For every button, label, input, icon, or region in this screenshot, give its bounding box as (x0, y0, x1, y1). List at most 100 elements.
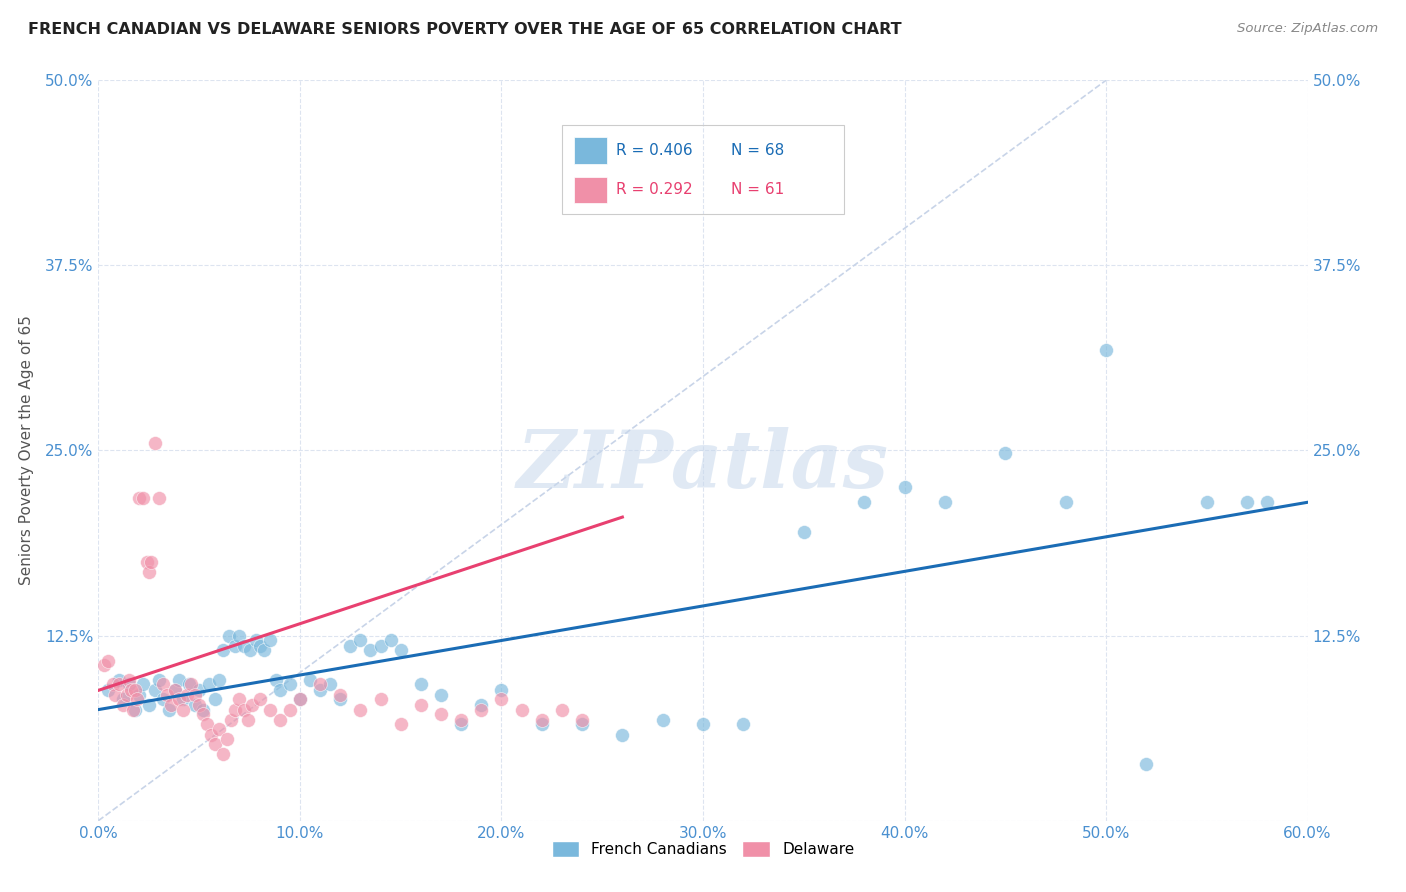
Point (793, 524, 815, 539)
Point (733, 717, 755, 731)
Point (571, 717, 593, 731)
Point (103, 688, 125, 702)
Point (309, 677, 332, 691)
Text: N = 68: N = 68 (731, 143, 785, 158)
Point (167, 673, 190, 687)
Point (167, 692, 190, 706)
Point (339, 639, 361, 653)
Point (692, 717, 714, 731)
Point (329, 688, 352, 702)
Point (370, 639, 392, 653)
Text: R = 0.406: R = 0.406 (616, 143, 692, 158)
Point (264, 673, 287, 687)
Point (551, 703, 574, 717)
Point (278, 703, 301, 717)
Point (278, 677, 301, 691)
Text: R = 0.292: R = 0.292 (616, 182, 692, 197)
Point (430, 706, 453, 721)
Point (125, 692, 148, 706)
Y-axis label: Seniors Poverty Over the Age of 65: Seniors Poverty Over the Age of 65 (18, 316, 34, 585)
Point (156, 688, 179, 702)
Point (198, 677, 221, 691)
Point (450, 717, 472, 731)
Point (259, 632, 281, 647)
Point (245, 632, 267, 647)
Point (249, 639, 271, 653)
Point (450, 713, 472, 727)
Point (349, 632, 371, 647)
Point (157, 703, 180, 717)
FancyBboxPatch shape (574, 177, 607, 203)
Point (409, 698, 432, 713)
Point (470, 703, 492, 717)
Point (118, 677, 141, 691)
Point (409, 677, 432, 691)
Point (994, 446, 1017, 460)
Point (128, 491, 150, 505)
Point (853, 495, 876, 509)
Point (97, 654, 120, 668)
Point (1054, 495, 1077, 509)
Point (118, 673, 141, 687)
Point (193, 703, 215, 717)
Point (121, 703, 143, 717)
Point (530, 717, 553, 731)
Point (135, 555, 157, 569)
Point (232, 639, 254, 653)
Point (299, 673, 322, 687)
Point (349, 703, 371, 717)
Text: FRENCH CANADIAN VS DELAWARE SENIORS POVERTY OVER THE AGE OF 65 CORRELATION CHART: FRENCH CANADIAN VS DELAWARE SENIORS POVE… (28, 22, 901, 37)
Point (188, 683, 211, 698)
Point (612, 728, 634, 742)
Text: ZIPatlas: ZIPatlas (517, 426, 889, 504)
Point (240, 698, 263, 713)
Point (360, 643, 382, 657)
Point (193, 706, 215, 721)
Point (124, 703, 146, 717)
Point (288, 692, 311, 706)
Point (184, 688, 207, 702)
Point (188, 698, 211, 713)
Point (139, 555, 162, 569)
Point (179, 677, 201, 691)
Point (107, 677, 129, 691)
Point (389, 717, 412, 731)
Point (491, 692, 513, 706)
Point (239, 643, 262, 657)
Point (221, 713, 243, 727)
Text: Source: ZipAtlas.com: Source: ZipAtlas.com (1237, 22, 1378, 36)
Point (253, 643, 276, 657)
Point (208, 673, 231, 687)
Point (160, 698, 183, 713)
Point (124, 683, 146, 698)
Point (172, 692, 194, 706)
Point (172, 703, 194, 717)
Point (651, 713, 673, 727)
Point (107, 673, 129, 687)
Point (218, 628, 240, 642)
Point (224, 639, 246, 653)
Point (212, 747, 235, 761)
Point (148, 673, 170, 687)
Point (208, 722, 231, 736)
Point (491, 683, 513, 698)
Point (132, 491, 155, 505)
Point (128, 688, 150, 702)
Point (176, 688, 198, 702)
Point (152, 677, 174, 691)
Point (97, 683, 120, 698)
Point (571, 713, 593, 727)
Point (111, 692, 134, 706)
Point (510, 703, 533, 717)
Point (1095, 343, 1118, 357)
Text: N = 61: N = 61 (731, 182, 785, 197)
Point (184, 698, 207, 713)
Point (1135, 757, 1157, 772)
Point (195, 717, 218, 731)
Point (217, 732, 239, 747)
Point (319, 677, 342, 691)
Point (204, 737, 226, 751)
Point (224, 703, 246, 717)
Point (389, 643, 412, 657)
Point (1236, 495, 1258, 509)
